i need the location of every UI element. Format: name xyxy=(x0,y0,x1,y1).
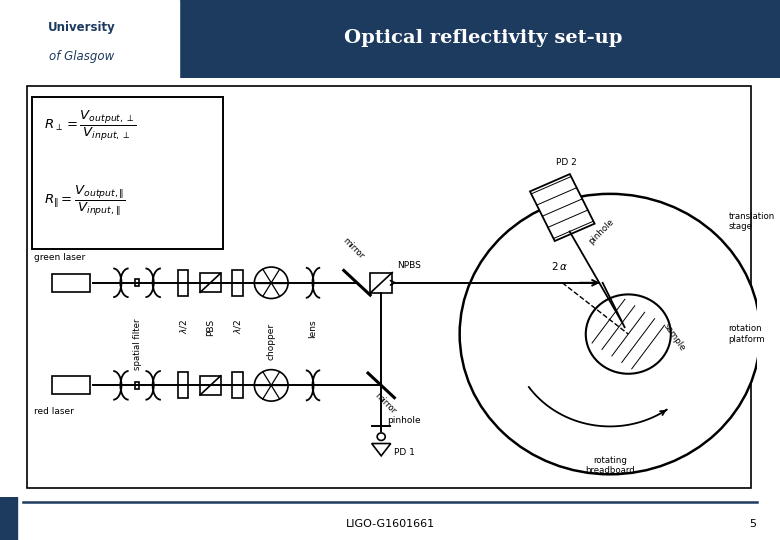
Circle shape xyxy=(378,433,385,441)
Polygon shape xyxy=(596,302,661,366)
Text: $R_\| = \dfrac{V_{output,\|}}{V_{input,\|}}$: $R_\| = \dfrac{V_{output,\|}}{V_{input,\… xyxy=(44,184,126,218)
Bar xyxy=(0,0,179,78)
Bar xyxy=(200,376,221,395)
Bar xyxy=(178,373,189,399)
Text: rotation
platform: rotation platform xyxy=(729,325,765,344)
Text: chopper: chopper xyxy=(267,322,275,360)
Text: $R_\perp = \dfrac{V_{output,\perp}}{V_{input,\perp}}$: $R_\perp = \dfrac{V_{output,\perp}}{V_{i… xyxy=(44,109,136,143)
Bar xyxy=(232,270,243,296)
Text: PD 1: PD 1 xyxy=(395,448,415,457)
Text: pinhole: pinhole xyxy=(387,416,420,425)
Text: $2\,\alpha$: $2\,\alpha$ xyxy=(551,260,569,273)
Bar xyxy=(52,376,90,394)
Bar xyxy=(179,0,780,78)
Text: translation
stage: translation stage xyxy=(729,212,775,231)
Circle shape xyxy=(254,370,288,401)
Text: $\lambda/2$: $\lambda/2$ xyxy=(232,319,243,334)
Bar xyxy=(135,382,139,389)
Circle shape xyxy=(459,194,760,474)
Text: $\lambda/2$: $\lambda/2$ xyxy=(178,319,189,334)
Bar xyxy=(232,373,243,399)
Bar xyxy=(135,279,139,286)
Text: PBS: PBS xyxy=(206,319,215,336)
Text: rotating
breadboard: rotating breadboard xyxy=(585,456,635,475)
Circle shape xyxy=(586,294,671,374)
Text: University: University xyxy=(48,21,115,34)
Text: LIGO-G1601661: LIGO-G1601661 xyxy=(346,518,434,529)
Polygon shape xyxy=(372,443,391,456)
Bar xyxy=(200,273,221,292)
Bar xyxy=(178,270,189,296)
Text: green laser: green laser xyxy=(34,253,86,261)
Bar xyxy=(0,497,17,540)
Text: red laser: red laser xyxy=(34,407,74,416)
Bar xyxy=(370,273,392,293)
Circle shape xyxy=(254,267,288,299)
Text: NPBS: NPBS xyxy=(397,261,421,270)
Text: mirror: mirror xyxy=(372,392,397,416)
Polygon shape xyxy=(530,174,594,241)
Text: pinhole: pinhole xyxy=(587,217,615,246)
Text: PD 2: PD 2 xyxy=(555,158,576,167)
Bar xyxy=(32,97,223,248)
Text: lens: lens xyxy=(309,319,317,338)
Text: mirror: mirror xyxy=(341,236,366,261)
Text: spatial filter: spatial filter xyxy=(133,319,141,370)
Text: Optical reflectivity set-up: Optical reflectivity set-up xyxy=(345,29,622,46)
Text: of Glasgow: of Glasgow xyxy=(49,50,115,63)
Text: 5: 5 xyxy=(750,518,757,529)
Bar xyxy=(52,274,90,292)
Text: sample: sample xyxy=(661,322,686,353)
